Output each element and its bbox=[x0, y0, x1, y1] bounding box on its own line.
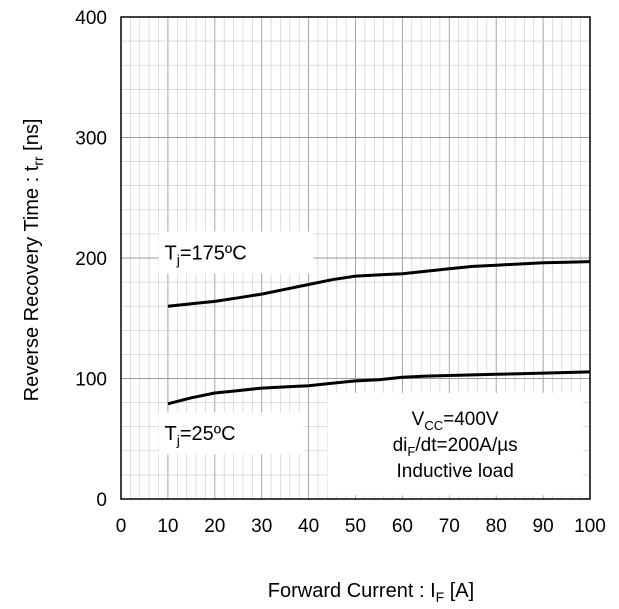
series-label-1: Tj=25ºC bbox=[165, 423, 236, 448]
y-tick-label: 200 bbox=[75, 249, 107, 270]
x-tick-label: 50 bbox=[345, 516, 366, 537]
x-tick-label: 80 bbox=[486, 516, 507, 537]
series-label-background bbox=[158, 412, 304, 455]
x-tick-label: 30 bbox=[251, 516, 272, 537]
tick-labels: 0 10 20 30 40 50 60 70 80 90 100 0 100 200 300 400 bbox=[75, 8, 606, 537]
plot-frame bbox=[120, 16, 591, 500]
series-labels: Tj=175ºC Tj=25ºC bbox=[158, 231, 314, 455]
y-tick-label: 300 bbox=[75, 129, 107, 150]
y-tick-label: 400 bbox=[75, 8, 107, 29]
x-tick-label: 60 bbox=[392, 516, 413, 537]
x-tick-label: 40 bbox=[298, 516, 319, 537]
x-tick-label: 90 bbox=[533, 516, 554, 537]
series-label-background bbox=[158, 231, 314, 274]
x-axis-label: Forward Current : IF [A] bbox=[268, 580, 474, 605]
series-line-0 bbox=[167, 260, 591, 308]
x-tick-label: 20 bbox=[204, 516, 225, 537]
y-tick-label: 0 bbox=[96, 490, 107, 511]
x-tick-label: 0 bbox=[116, 516, 127, 537]
annotation-box bbox=[327, 392, 583, 496]
y-axis-label: Reverse Recovery Time : trr [ns] bbox=[21, 119, 46, 402]
annotation-vcc: VCC=400V bbox=[412, 409, 499, 433]
series-group bbox=[167, 260, 591, 406]
annotation-didt: diF/dt=200A/µs bbox=[393, 435, 518, 459]
x-tick-label: 10 bbox=[157, 516, 178, 537]
x-tick-label: 100 bbox=[574, 516, 606, 537]
series-label-0: Tj=175ºC bbox=[165, 242, 247, 267]
series-line-1 bbox=[167, 370, 591, 406]
annotation-load: Inductive load bbox=[397, 461, 514, 482]
y-tick-label: 100 bbox=[75, 370, 107, 391]
x-tick-label: 70 bbox=[439, 516, 460, 537]
